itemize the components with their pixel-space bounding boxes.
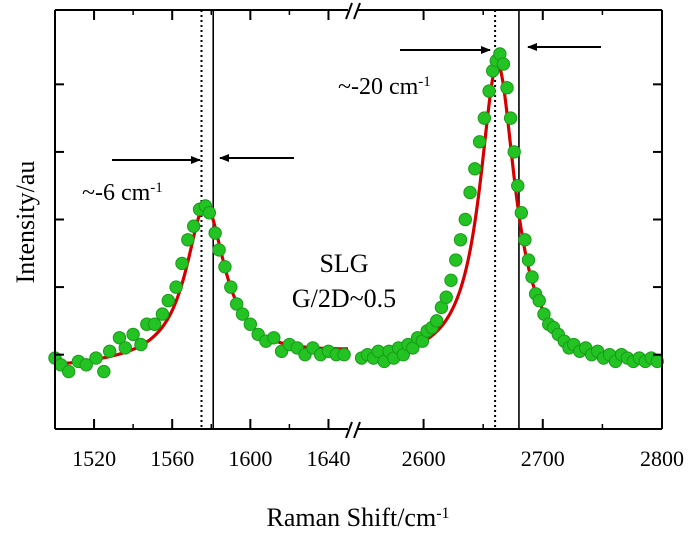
axis-break-mark-top-1 bbox=[345, 2, 353, 20]
axis-break-mark-top-2 bbox=[353, 2, 361, 20]
data-point bbox=[337, 347, 351, 362]
data-point bbox=[453, 233, 468, 247]
shift-arrows bbox=[112, 43, 601, 164]
data-point bbox=[518, 233, 532, 247]
data-point bbox=[444, 273, 458, 288]
data-point bbox=[235, 307, 250, 321]
data-point bbox=[472, 135, 487, 149]
2d-shift-annotation: ~-20 cm-1 bbox=[338, 74, 431, 100]
data-point bbox=[503, 111, 518, 125]
data-point bbox=[218, 260, 232, 274]
data-point bbox=[521, 253, 536, 267]
data-point bbox=[477, 111, 492, 125]
x-tick-label: 1560 bbox=[150, 446, 194, 471]
data-point bbox=[229, 297, 244, 311]
data-point bbox=[514, 206, 529, 220]
axes-frame bbox=[54, 2, 663, 439]
data-point bbox=[496, 57, 511, 71]
data-point bbox=[89, 351, 103, 365]
sample-label: SLG bbox=[319, 249, 368, 278]
data-point bbox=[507, 145, 521, 159]
data-point bbox=[532, 293, 546, 308]
g-shift-annotation: ~-6 cm-1 bbox=[82, 180, 163, 206]
x-tick-label: 2700 bbox=[521, 446, 565, 471]
data-point bbox=[181, 233, 195, 247]
data-point bbox=[161, 293, 175, 308]
fit-curve bbox=[358, 62, 662, 362]
data-point bbox=[212, 243, 226, 257]
data-point bbox=[458, 212, 472, 227]
data-point bbox=[79, 358, 93, 372]
data-point bbox=[208, 226, 222, 240]
data-point bbox=[112, 331, 127, 345]
x-tick-labels: 1520 1560 1600 1640 2600 2700 2800 bbox=[72, 446, 684, 471]
data-point bbox=[126, 327, 140, 342]
data-point bbox=[439, 290, 453, 304]
x-tick-label: 2600 bbox=[402, 446, 446, 471]
y-axis-title: Intensity/au bbox=[11, 161, 40, 284]
data-point bbox=[61, 364, 76, 379]
data-point bbox=[118, 341, 133, 355]
data-point bbox=[267, 331, 281, 345]
data-point bbox=[482, 84, 496, 98]
data-point bbox=[147, 317, 162, 331]
data-point bbox=[449, 253, 463, 267]
axis-break-mark-bottom-1 bbox=[345, 421, 353, 439]
data-point bbox=[155, 307, 170, 321]
axis-ticks bbox=[55, 10, 663, 429]
axis-break-mark-bottom-2 bbox=[353, 421, 361, 439]
data-point bbox=[224, 280, 238, 294]
data-point bbox=[102, 344, 117, 358]
data-point bbox=[134, 337, 148, 352]
data-point bbox=[169, 280, 183, 294]
data-point bbox=[463, 185, 477, 200]
data-point bbox=[525, 270, 539, 284]
ratio-label: G/2D~0.5 bbox=[292, 284, 396, 313]
data-point bbox=[429, 314, 444, 328]
data-point bbox=[202, 206, 217, 220]
x-tick-label: 1600 bbox=[228, 446, 272, 471]
data-points-layer bbox=[48, 47, 664, 379]
data-point bbox=[186, 219, 201, 233]
data-point bbox=[97, 364, 111, 379]
data-point bbox=[511, 179, 525, 193]
data-point bbox=[175, 256, 189, 271]
x-tick-label: 1520 bbox=[72, 446, 116, 471]
x-tick-label: 2800 bbox=[640, 446, 684, 471]
data-point bbox=[243, 317, 258, 331]
x-axis-title: Raman Shift/cm-1 bbox=[266, 503, 449, 532]
x-tick-label: 1640 bbox=[306, 446, 350, 471]
data-point bbox=[500, 81, 514, 95]
data-point bbox=[468, 162, 482, 176]
